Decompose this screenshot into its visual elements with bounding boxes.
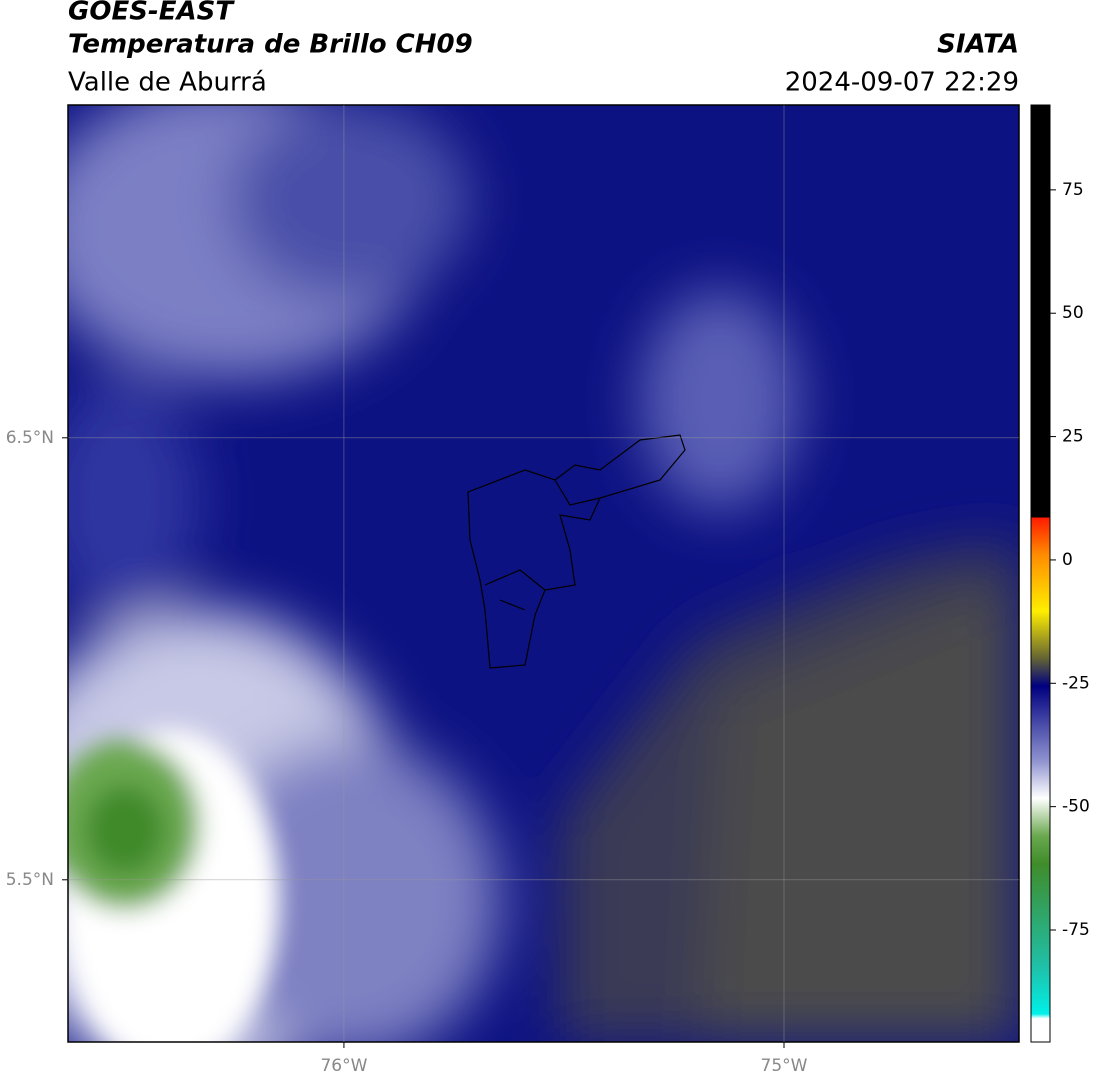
colorbar-tick-label: 75 [1062,180,1084,200]
y-tick-label: 5.5°N [6,870,54,890]
map-image [68,105,1019,1042]
x-tick-label: 75°W [761,1056,808,1076]
colorbar-tick-label: 25 [1062,427,1084,447]
colorbar [1030,104,1051,1043]
y-tick-label: 6.5°N [6,428,54,448]
region: Valle de Aburrá [68,68,267,98]
map-frame [67,104,1020,1043]
colorbar-tick-label: -50 [1062,797,1090,817]
agency: SIATA [937,30,1019,60]
colorbar-tick-label: -25 [1062,673,1090,693]
datetime: 2024-09-07 22:29 [785,68,1019,98]
title: GOES-EAST [68,0,235,27]
subtitle: Temperatura de Brillo CH09 [68,30,473,60]
colorbar-tick-label: -75 [1062,920,1090,940]
colorbar-tick-label: 50 [1062,303,1084,323]
municipal-boundaries [467,434,686,669]
x-tick-label: 76°W [320,1056,367,1076]
colorbar-tick-label: 0 [1062,550,1073,570]
